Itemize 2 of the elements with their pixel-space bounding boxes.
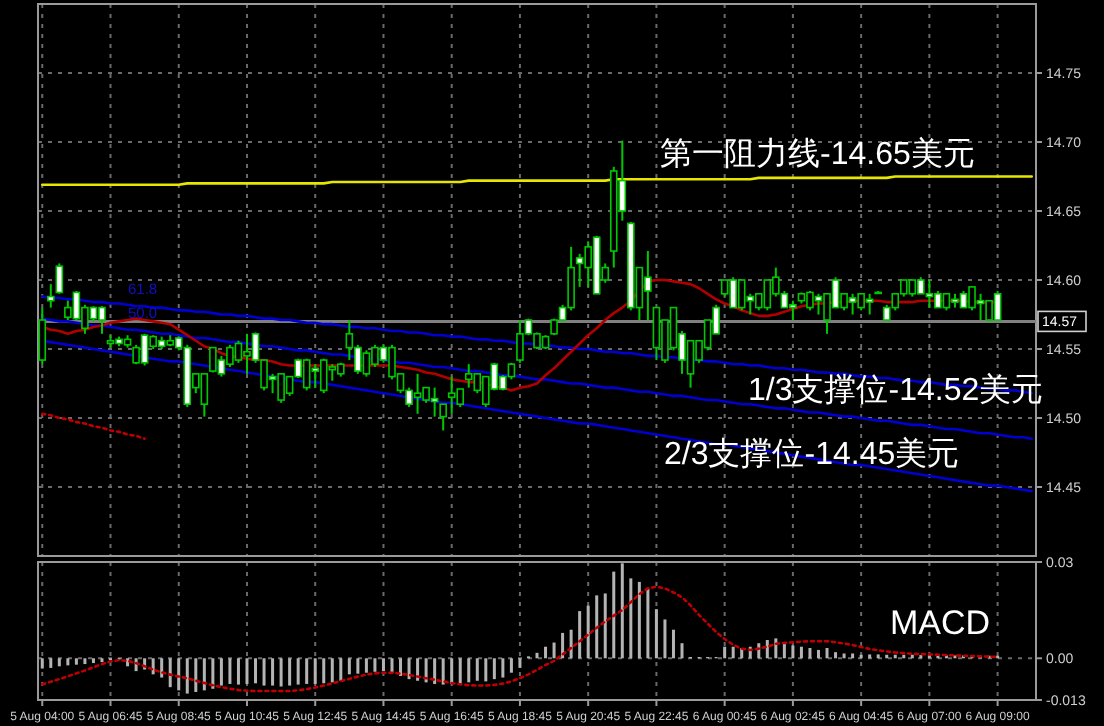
annotation: 第一阻力线-14.65美元 [660,136,975,172]
annotation: MACD [890,604,991,642]
